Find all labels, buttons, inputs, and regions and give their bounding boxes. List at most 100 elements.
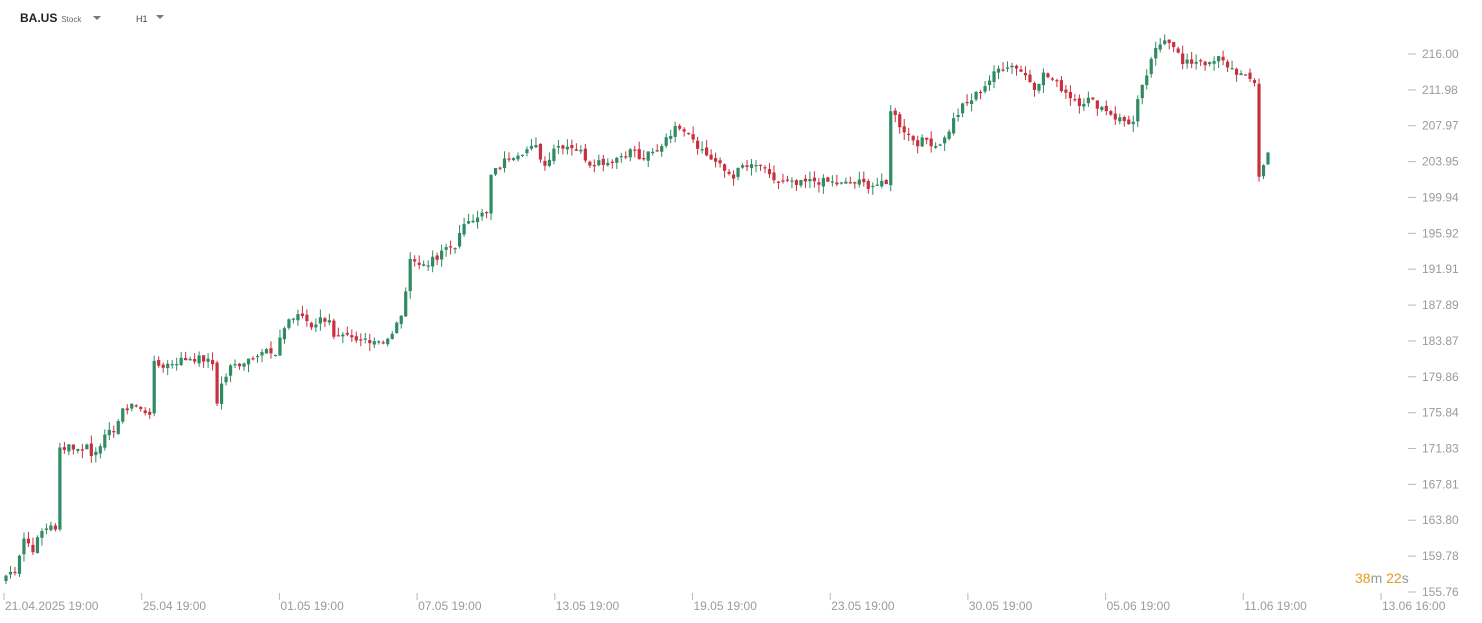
- candle-body-down: [157, 360, 161, 366]
- candle-body-down: [435, 255, 439, 260]
- candle-body-down: [161, 364, 165, 368]
- candle-body-down: [1172, 42, 1176, 48]
- candle-body-down: [1059, 80, 1064, 92]
- candle-body-down: [1109, 111, 1113, 115]
- candle-body-up: [1140, 84, 1144, 99]
- countdown-minutes: 38: [1355, 570, 1371, 586]
- candle-body-up: [471, 220, 475, 223]
- candle-body-down: [767, 169, 772, 175]
- candle-body-down: [848, 182, 852, 184]
- candle-body-up: [242, 363, 246, 367]
- candle-body-up: [224, 376, 228, 383]
- candle-body-up: [363, 338, 367, 340]
- candle-body-down: [826, 177, 830, 182]
- candle-body-down: [570, 145, 574, 149]
- candle-body-down: [1032, 82, 1037, 90]
- candle-body-up: [94, 451, 98, 456]
- candle-body-up: [480, 212, 484, 217]
- candle-body-up: [107, 429, 111, 436]
- candle-body-down: [785, 179, 790, 181]
- candle-body-up: [1194, 61, 1198, 64]
- candle-body-up: [296, 314, 300, 321]
- candle-body-up: [974, 91, 978, 100]
- candle-body-up: [1261, 165, 1266, 177]
- y-axis-label: 195.92: [1422, 226, 1459, 240]
- candle-body-down: [916, 140, 920, 147]
- candle-body-down: [323, 318, 327, 322]
- candle-body-up: [8, 571, 13, 575]
- symbol-selector[interactable]: BA.US Stock: [20, 11, 102, 25]
- candle-body-up: [175, 364, 179, 366]
- candle-body-down: [1014, 65, 1019, 69]
- x-axis-label: 05.06 19:00: [1107, 599, 1171, 613]
- candle-body-up: [660, 146, 664, 152]
- candle-body-down: [1104, 105, 1108, 112]
- candle-body-up: [808, 179, 812, 182]
- y-axis-label: 167.81: [1422, 477, 1459, 491]
- y-axis-label: 155.76: [1422, 585, 1459, 599]
- candle-body-down: [1127, 119, 1131, 125]
- candle-body-up: [98, 446, 102, 454]
- candle-body-down: [215, 362, 219, 404]
- candle-body-up: [233, 364, 237, 366]
- candle-body-down: [884, 179, 888, 185]
- candle-body-up: [992, 71, 996, 82]
- candle-body-up: [1100, 106, 1104, 111]
- candle-body-up: [166, 363, 170, 369]
- candle-body-down: [1091, 97, 1095, 100]
- candle-body-down: [588, 161, 592, 166]
- candle-body-down: [498, 167, 502, 169]
- countdown-seconds-unit: s: [1401, 570, 1409, 586]
- candle-body-down: [1243, 74, 1248, 76]
- candle-body-down: [803, 178, 808, 182]
- x-axis-label: 13.05 19:00: [556, 599, 620, 613]
- x-axis-label: 11.06 19:00: [1244, 599, 1307, 613]
- candle-body-down: [929, 138, 933, 147]
- candle-body-down: [31, 544, 35, 553]
- candle-body-up: [520, 154, 525, 156]
- candle-body-up: [534, 145, 538, 148]
- x-axis-label: 01.05 19:00: [280, 599, 344, 613]
- candle-body-down: [53, 525, 58, 530]
- candle-body-down: [862, 178, 866, 183]
- candle-body-up: [426, 265, 430, 267]
- candle-body-up: [871, 185, 875, 188]
- x-axis-label: 13.06 16:00: [1382, 599, 1446, 613]
- candle-body-down: [709, 154, 713, 160]
- candle-body-down: [1122, 117, 1126, 122]
- y-axis-label: 216.00: [1422, 47, 1459, 61]
- candle-body-up: [372, 341, 376, 345]
- candle-body-down: [1199, 60, 1203, 62]
- candle-body-up: [377, 341, 381, 343]
- candle-body-up: [228, 365, 233, 376]
- candle-body-down: [794, 180, 799, 185]
- candle-body-down: [835, 182, 839, 185]
- y-axis-label: 191.91: [1422, 262, 1459, 276]
- candle-body-down: [1257, 83, 1261, 177]
- candle-body-down: [251, 358, 255, 360]
- candle-body-down: [1028, 74, 1032, 83]
- candle-body-down: [354, 336, 358, 341]
- candle-body-up: [1158, 44, 1162, 50]
- candle-body-up: [404, 291, 408, 317]
- candle-body-up: [121, 408, 125, 422]
- timeframe-selector[interactable]: H1: [136, 14, 164, 24]
- candle-body-down: [1176, 48, 1180, 53]
- candle-body-up: [287, 319, 291, 328]
- candle-body-up: [58, 447, 62, 530]
- candle-body-up: [246, 358, 251, 365]
- candle-body-up: [76, 449, 80, 451]
- candle-body-up: [956, 114, 960, 118]
- candle-body-down: [1203, 61, 1207, 66]
- candle-body-up: [44, 528, 49, 530]
- candle-body-down: [1225, 61, 1230, 68]
- candle-body-up: [440, 250, 444, 260]
- x-axis-label: 30.05 19:00: [969, 599, 1033, 613]
- candle-body-up: [188, 358, 192, 361]
- candle-body-down: [309, 322, 313, 328]
- candle-body-up: [646, 151, 650, 161]
- candle-body-up: [736, 167, 740, 177]
- chart-toolbar: BA.US Stock H1: [0, 0, 1482, 36]
- candle-body-down: [1190, 59, 1194, 64]
